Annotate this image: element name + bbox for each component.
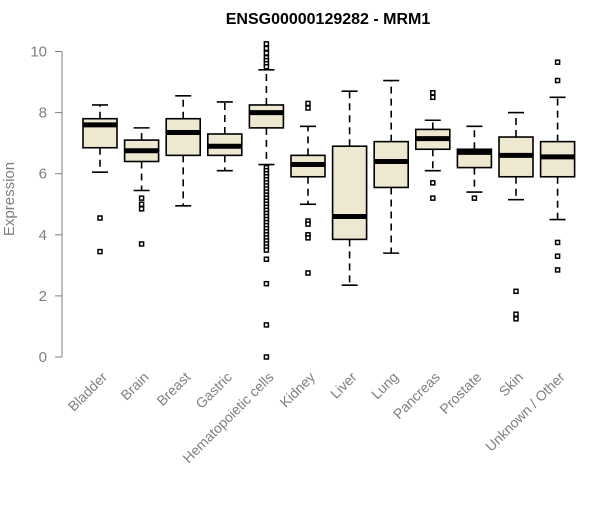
outlier-point <box>513 288 519 295</box>
outlier-point <box>138 195 145 201</box>
outlier-point <box>513 316 519 322</box>
x-tick-label: Prostate <box>436 369 484 417</box>
box-kidney <box>290 100 326 276</box>
outlier-point <box>263 256 270 262</box>
iqr-box <box>373 140 410 189</box>
y-axis-label: Expression <box>1 162 18 236</box>
outlier-point <box>305 270 311 276</box>
outlier-point <box>97 215 103 221</box>
y-tick-label: 0 <box>39 349 47 366</box>
box-gastric <box>207 101 243 172</box>
iqr-box <box>248 104 285 129</box>
x-tick-label: Kidney <box>277 369 319 411</box>
outlier-point <box>554 253 561 259</box>
box-prostate <box>456 125 493 201</box>
outlier-point <box>138 206 145 212</box>
outlier-point <box>263 45 270 52</box>
y-tick-label: 4 <box>39 227 47 244</box>
outlier-point <box>305 100 311 107</box>
box-lung <box>373 79 410 254</box>
x-tick-label: Unknown / Other <box>482 369 568 455</box>
outlier-point <box>554 59 561 65</box>
outlier-point <box>263 354 270 360</box>
outlier-point <box>554 239 561 246</box>
outlier-point <box>471 195 478 201</box>
outlier-point <box>263 41 270 47</box>
x-tick-label: Breast <box>153 369 193 409</box>
outlier-point <box>513 311 519 317</box>
outlier-point <box>554 77 561 84</box>
x-tick-label: Liver <box>327 369 360 402</box>
outlier-point <box>138 201 145 207</box>
box-skin <box>498 111 534 322</box>
box-brain <box>123 127 160 247</box>
outlier-point <box>263 247 270 253</box>
box-pancreas <box>414 89 451 201</box>
iqr-box <box>165 117 201 157</box>
y-tick-label: 10 <box>30 44 47 61</box>
outlier-point <box>305 221 311 227</box>
x-tick-label: Bladder <box>65 369 111 415</box>
x-tick-label: Brain <box>117 369 151 403</box>
y-axis: 0 2 4 6 8 10 <box>30 44 63 366</box>
outlier-point <box>430 180 436 186</box>
box-bladder <box>82 104 118 255</box>
box-unknown-other <box>539 59 576 273</box>
outlier-point <box>263 322 270 328</box>
outlier-point <box>263 64 270 70</box>
x-tick-label: Skin <box>496 369 527 400</box>
outlier-point <box>430 89 436 96</box>
outlier-point <box>138 241 145 247</box>
outlier-point <box>305 105 311 111</box>
box-hematopoietic-cells <box>248 41 285 360</box>
box-breast <box>165 94 201 207</box>
outlier-point <box>263 50 270 56</box>
outlier-point <box>263 280 270 287</box>
y-tick-label: 6 <box>39 166 47 183</box>
box-liver <box>331 90 368 287</box>
iqr-box <box>331 145 368 241</box>
chart-title: ENSG00000129282 - MRM1 <box>226 11 431 28</box>
y-tick-label: 8 <box>39 105 47 122</box>
outlier-point <box>430 195 436 201</box>
x-tick-label: Lung <box>368 369 401 402</box>
outlier-point <box>554 267 561 273</box>
box-series <box>82 41 576 360</box>
outlier-point <box>305 235 311 241</box>
outlier-point <box>97 248 103 255</box>
outlier-point <box>430 94 436 101</box>
y-tick-label: 2 <box>39 288 47 305</box>
